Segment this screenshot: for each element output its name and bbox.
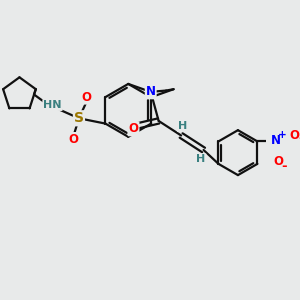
Text: -: -: [298, 132, 300, 145]
Text: S: S: [74, 111, 84, 125]
Text: O: O: [69, 133, 79, 146]
Text: H: H: [196, 154, 206, 164]
Text: H: H: [178, 121, 187, 131]
Text: O: O: [128, 122, 139, 135]
Text: O: O: [82, 91, 92, 103]
Text: O: O: [274, 155, 284, 168]
Text: HN: HN: [43, 100, 62, 110]
Text: N: N: [271, 134, 281, 147]
Text: O: O: [290, 129, 299, 142]
Text: -: -: [281, 160, 287, 173]
Text: N: N: [146, 85, 156, 98]
Text: +: +: [278, 130, 287, 140]
